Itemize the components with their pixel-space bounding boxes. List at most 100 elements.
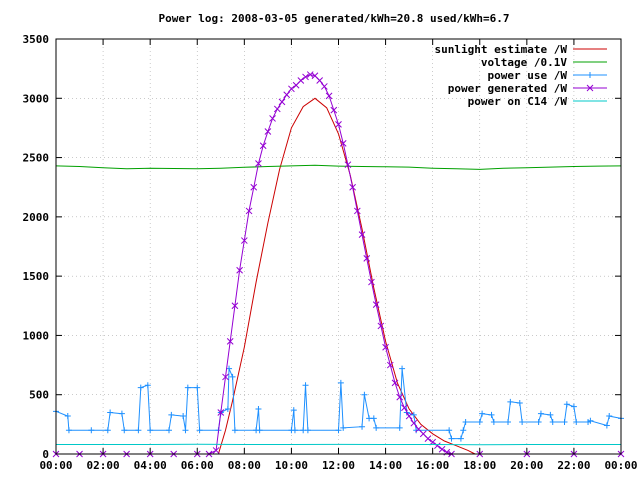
data-point (438, 445, 446, 453)
y-tick-label: 2500 (23, 152, 50, 165)
data-point (516, 400, 523, 407)
data-point (304, 427, 311, 434)
data-point (302, 382, 309, 389)
data-point (561, 418, 568, 425)
data-point (250, 183, 258, 191)
data-point (410, 411, 417, 418)
data-point (196, 427, 203, 434)
data-point (118, 410, 125, 417)
data-point (321, 83, 328, 90)
data-point (226, 338, 234, 345)
y-tick-label: 500 (29, 389, 49, 402)
data-point (147, 427, 154, 434)
series-3 (52, 71, 625, 458)
data-point (229, 373, 236, 380)
data-point (488, 411, 495, 418)
data-point (410, 419, 418, 427)
data-point (587, 417, 594, 424)
data-point (217, 409, 225, 416)
legend-label: sunlight estimate /W (435, 43, 568, 56)
data-point (359, 423, 366, 430)
data-point (231, 302, 239, 310)
x-tick-label: 02:00 (87, 459, 120, 472)
data-point (490, 418, 497, 425)
data-point (107, 409, 114, 416)
data-point (184, 384, 191, 391)
data-point (573, 418, 580, 425)
data-point (401, 404, 408, 412)
data-point (476, 418, 483, 425)
data-point (166, 427, 172, 434)
data-point (370, 415, 377, 422)
data-point (121, 427, 128, 434)
data-point (340, 424, 347, 431)
data-point (368, 278, 375, 286)
data-point (391, 379, 399, 387)
data-point (290, 407, 297, 414)
data-point (273, 105, 281, 113)
chart-title: Power log: 2008-03-05 generated/kWh=20.8… (159, 12, 510, 25)
data-point (448, 435, 455, 442)
data-point (462, 418, 469, 425)
series-1 (55, 164, 622, 170)
series-line (56, 443, 621, 446)
x-tick-label: 18:00 (463, 459, 496, 472)
y-tick-label: 1000 (23, 329, 50, 342)
data-point (255, 160, 262, 167)
data-point (330, 106, 338, 114)
data-point (405, 412, 413, 420)
data-point (434, 442, 441, 450)
axis-ticks: 0 500 1000 1500 2000 2500 3000 3500 00:00 02:00 04… (23, 33, 638, 472)
data-point (236, 266, 243, 274)
data-point (339, 139, 347, 147)
data-point (194, 384, 201, 391)
y-tick-label: 0 (42, 448, 49, 461)
y-tick-label: 2000 (23, 211, 50, 224)
data-point (137, 384, 144, 391)
data-point (65, 427, 72, 434)
data-point (245, 207, 253, 215)
data-point (382, 343, 389, 351)
data-point (446, 427, 453, 434)
data-point (344, 161, 352, 169)
series-4 (56, 443, 621, 446)
data-point (603, 422, 610, 429)
data-point (413, 427, 420, 434)
data-point (396, 424, 403, 431)
y-tick-label: 3500 (23, 33, 50, 46)
data-point (457, 435, 464, 442)
x-tick-label: 00:00 (604, 459, 637, 472)
data-point (104, 427, 111, 434)
data-point (358, 231, 366, 238)
data-point (180, 413, 187, 420)
data-point (507, 398, 514, 405)
data-point (563, 401, 570, 408)
legend-label: voltage /0.1V (481, 56, 567, 69)
data-point (337, 379, 344, 386)
data-point (302, 73, 309, 81)
series-2 (53, 365, 624, 442)
legend-label: power on C14 /W (468, 95, 568, 108)
y-tick-label: 3000 (23, 92, 50, 105)
x-tick-label: 14:00 (369, 459, 402, 472)
data-point (424, 435, 432, 442)
legend-marker (587, 72, 593, 78)
data-point (361, 391, 368, 398)
data-point (363, 255, 371, 262)
data-point (168, 411, 175, 418)
data-point (291, 427, 298, 434)
legend-marker (586, 84, 594, 92)
series-line (55, 164, 622, 170)
data-point (386, 361, 394, 369)
series-group (52, 71, 625, 458)
data-point (316, 77, 324, 84)
data-point (372, 301, 380, 308)
data-point (135, 427, 142, 434)
series-line (217, 97, 476, 455)
data-point (240, 237, 248, 244)
data-point (396, 393, 404, 401)
series-0 (217, 97, 476, 455)
data-point (64, 413, 71, 420)
